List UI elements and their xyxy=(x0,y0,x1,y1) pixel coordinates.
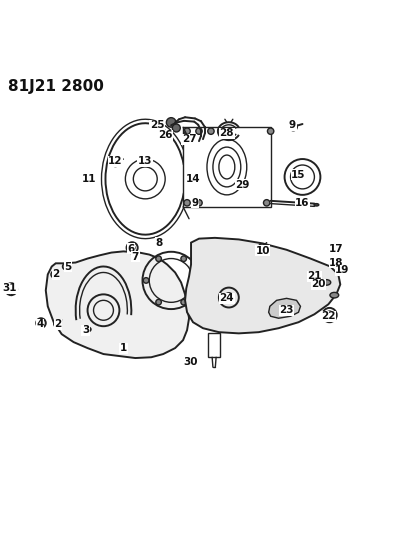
Ellipse shape xyxy=(330,293,339,298)
Text: 13: 13 xyxy=(138,156,152,166)
Text: 31: 31 xyxy=(3,284,17,293)
Text: 3: 3 xyxy=(82,325,89,335)
Circle shape xyxy=(143,278,149,283)
Ellipse shape xyxy=(83,327,91,332)
Text: 24: 24 xyxy=(220,293,234,303)
Circle shape xyxy=(172,124,180,132)
Circle shape xyxy=(196,200,202,206)
Circle shape xyxy=(289,123,297,131)
Text: 20: 20 xyxy=(311,279,326,289)
Circle shape xyxy=(263,200,270,206)
Text: 16: 16 xyxy=(295,198,310,208)
Text: 27: 27 xyxy=(182,134,196,144)
Polygon shape xyxy=(269,298,300,318)
Text: 30: 30 xyxy=(184,357,198,367)
Ellipse shape xyxy=(314,204,319,206)
Circle shape xyxy=(51,271,58,278)
Text: 23: 23 xyxy=(279,305,294,316)
Text: 4: 4 xyxy=(36,319,43,329)
Text: 29: 29 xyxy=(236,180,250,190)
Text: 8: 8 xyxy=(156,238,163,248)
Circle shape xyxy=(156,256,162,262)
Circle shape xyxy=(141,157,148,164)
Text: 9: 9 xyxy=(289,120,296,130)
Circle shape xyxy=(181,256,187,262)
Bar xyxy=(183,127,271,207)
Text: 22: 22 xyxy=(321,311,336,321)
Text: 26: 26 xyxy=(158,130,172,140)
Text: 18: 18 xyxy=(329,257,343,268)
Text: 28: 28 xyxy=(220,128,234,138)
Text: 19: 19 xyxy=(335,265,349,276)
Circle shape xyxy=(208,128,214,134)
Text: 2: 2 xyxy=(52,270,59,279)
Polygon shape xyxy=(46,252,189,358)
Text: 17: 17 xyxy=(329,244,343,254)
Text: 81J21 2800: 81J21 2800 xyxy=(8,79,104,94)
Text: 14: 14 xyxy=(186,174,200,184)
Bar xyxy=(208,333,220,357)
Text: 12: 12 xyxy=(108,156,123,166)
Text: 5: 5 xyxy=(64,262,71,271)
Circle shape xyxy=(54,320,61,327)
Text: 9: 9 xyxy=(191,198,199,208)
Circle shape xyxy=(166,118,176,127)
Circle shape xyxy=(156,300,162,305)
Text: 6: 6 xyxy=(128,244,135,254)
Text: 21: 21 xyxy=(307,271,322,281)
Text: 7: 7 xyxy=(132,252,139,262)
Text: 11: 11 xyxy=(82,174,97,184)
Circle shape xyxy=(193,278,199,283)
Text: 2: 2 xyxy=(54,319,61,329)
Ellipse shape xyxy=(337,268,346,273)
Ellipse shape xyxy=(334,260,343,265)
Circle shape xyxy=(258,244,265,251)
Text: 15: 15 xyxy=(291,170,306,180)
Text: 10: 10 xyxy=(256,246,270,256)
Ellipse shape xyxy=(322,280,331,285)
Text: 25: 25 xyxy=(150,120,164,130)
Circle shape xyxy=(184,200,190,206)
Text: 1: 1 xyxy=(120,343,127,353)
Polygon shape xyxy=(185,238,340,333)
Circle shape xyxy=(196,128,202,134)
Circle shape xyxy=(267,128,274,134)
Circle shape xyxy=(181,300,187,305)
Circle shape xyxy=(192,200,198,206)
Circle shape xyxy=(112,159,119,167)
Circle shape xyxy=(184,128,190,134)
Circle shape xyxy=(62,263,69,270)
